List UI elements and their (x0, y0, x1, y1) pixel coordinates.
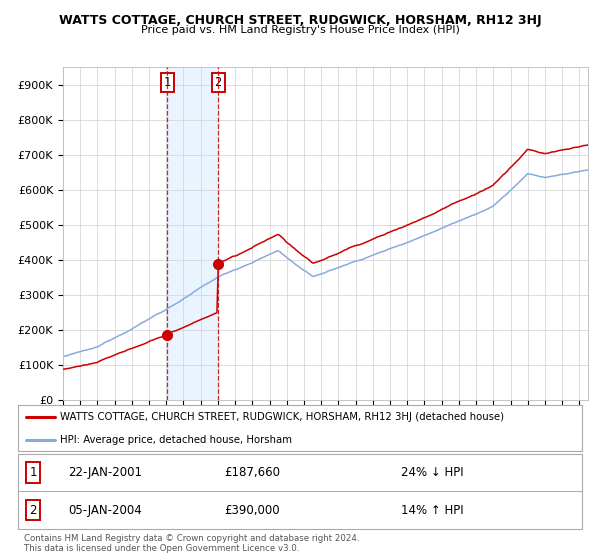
Text: WATTS COTTAGE, CHURCH STREET, RUDGWICK, HORSHAM, RH12 3HJ (detached house): WATTS COTTAGE, CHURCH STREET, RUDGWICK, … (60, 412, 505, 422)
Text: WATTS COTTAGE, CHURCH STREET, RUDGWICK, HORSHAM, RH12 3HJ: WATTS COTTAGE, CHURCH STREET, RUDGWICK, … (59, 14, 541, 27)
Text: 24% ↓ HPI: 24% ↓ HPI (401, 466, 463, 479)
Text: 2: 2 (215, 76, 221, 88)
Text: £390,000: £390,000 (224, 504, 280, 517)
Text: 05-JAN-2004: 05-JAN-2004 (68, 504, 142, 517)
Text: HPI: Average price, detached house, Horsham: HPI: Average price, detached house, Hors… (60, 435, 292, 445)
Text: Price paid vs. HM Land Registry's House Price Index (HPI): Price paid vs. HM Land Registry's House … (140, 25, 460, 35)
Bar (167, 67, 218, 400)
Text: Contains HM Land Registry data © Crown copyright and database right 2024.: Contains HM Land Registry data © Crown c… (24, 534, 359, 543)
Text: £187,660: £187,660 (224, 466, 280, 479)
Text: 2: 2 (29, 504, 37, 517)
Text: 1: 1 (164, 76, 171, 88)
Text: 1: 1 (29, 466, 37, 479)
Text: 22-JAN-2001: 22-JAN-2001 (68, 466, 142, 479)
Text: This data is licensed under the Open Government Licence v3.0.: This data is licensed under the Open Gov… (24, 544, 299, 553)
Text: 14% ↑ HPI: 14% ↑ HPI (401, 504, 463, 517)
